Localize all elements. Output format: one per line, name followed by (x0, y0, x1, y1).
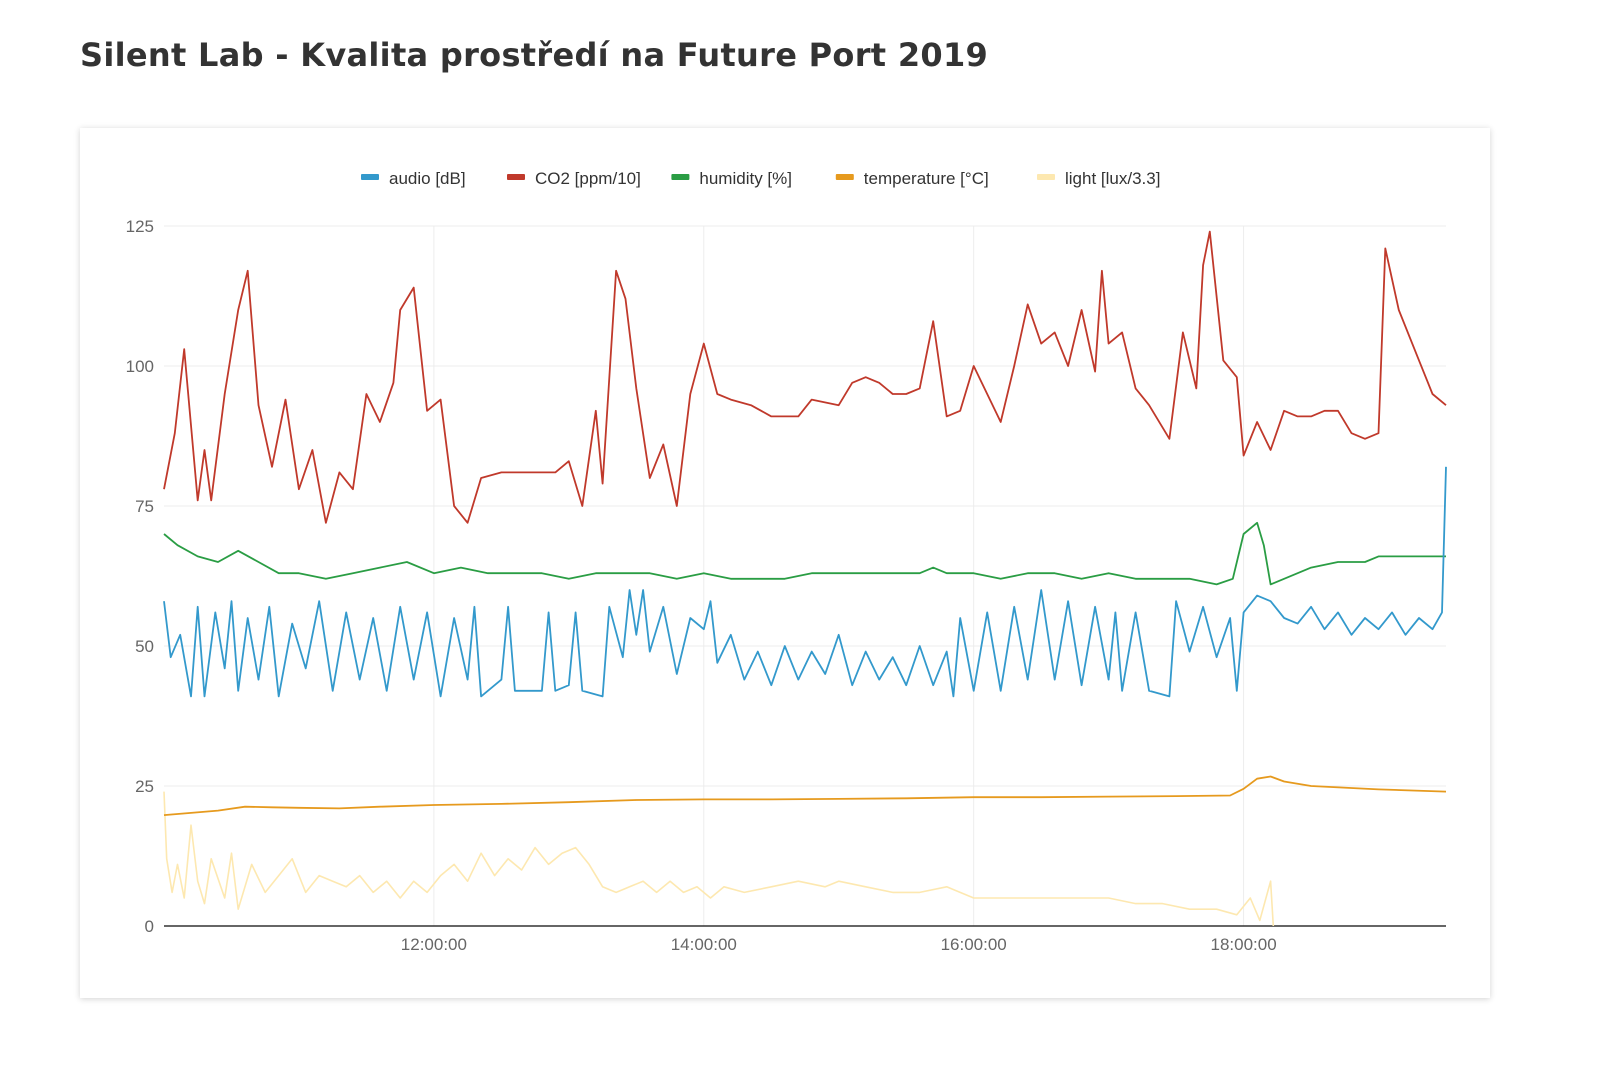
y-tick-label: 100 (126, 357, 154, 376)
y-tick-label: 75 (135, 497, 154, 516)
legend-item[interactable]: light [lux/3.3] (1037, 169, 1160, 188)
x-tick-label: 16:00:00 (941, 935, 1007, 954)
legend-swatch (1037, 174, 1055, 180)
legend-label: temperature [°C] (864, 169, 989, 188)
legend-label: humidity [%] (699, 169, 792, 188)
x-tick-label: 18:00:00 (1210, 935, 1276, 954)
legend: audio [dB] CO2 [ppm/10] humidity [%] temper… (361, 169, 1160, 188)
legend-item[interactable]: humidity [%] (671, 169, 792, 188)
legend-label: light [lux/3.3] (1065, 169, 1160, 188)
x-tick-label: 14:00:00 (671, 935, 737, 954)
series-line-2 (163, 521, 1446, 586)
chart: 0 25 50 75 100 125 12:00:00 14:00:00 16:00:00 18:… (126, 169, 1447, 954)
legend-swatch (835, 174, 854, 180)
legend-item[interactable]: CO2 [ppm/10] (507, 169, 641, 188)
y-tick-label: 25 (135, 777, 154, 796)
series-line-3 (163, 775, 1447, 816)
y-tick-label: 125 (126, 217, 154, 236)
legend-swatch (671, 174, 690, 180)
legend-label: CO2 [ppm/10] (535, 169, 641, 188)
y-tick-label: 0 (145, 917, 154, 936)
series-line-0 (163, 466, 1447, 698)
series-lines (163, 230, 1447, 927)
grid-lines (164, 225, 1446, 926)
legend-swatch (361, 174, 379, 180)
series-line-4 (163, 791, 1275, 927)
legend-item[interactable]: temperature [°C] (835, 169, 989, 188)
page-title: Silent Lab - Kvalita prostředí na Future… (80, 36, 989, 74)
y-tick-label: 50 (135, 637, 154, 656)
axes: 0 25 50 75 100 125 12:00:00 14:00:00 16:00:00 18:… (126, 217, 1446, 954)
x-tick-label: 12:00:00 (401, 935, 467, 954)
legend-swatch (507, 174, 525, 180)
legend-label: audio [dB] (389, 169, 466, 188)
series-line-1 (163, 230, 1447, 524)
chart-card: 0 25 50 75 100 125 12:00:00 14:00:00 16:00:00 18:… (80, 128, 1490, 998)
legend-item[interactable]: audio [dB] (361, 169, 466, 188)
